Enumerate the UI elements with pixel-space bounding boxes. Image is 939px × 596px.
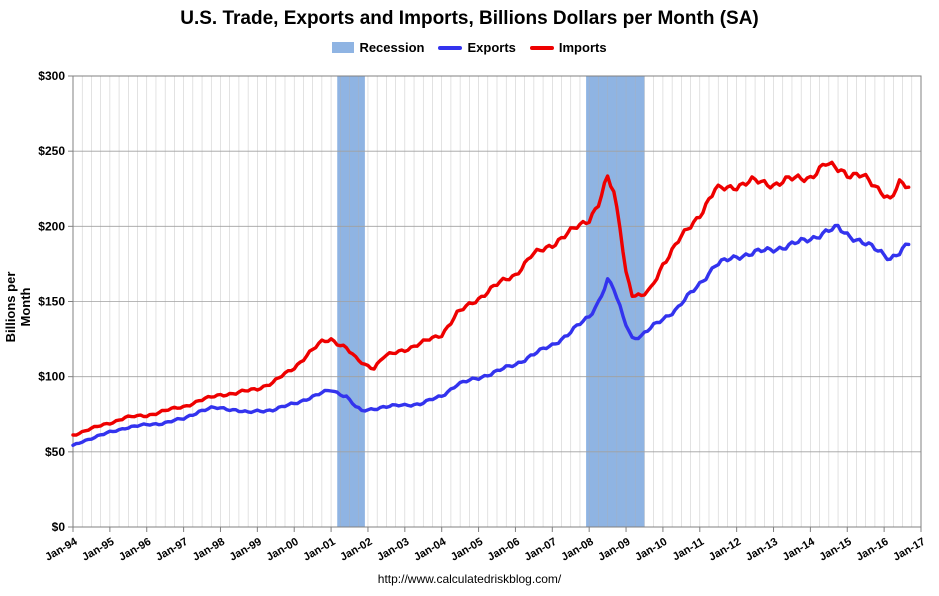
series-line-exports bbox=[71, 223, 911, 447]
series-lines bbox=[71, 160, 911, 447]
x-tick-label: Jan-96 bbox=[117, 536, 153, 564]
x-tick-label: Jan-06 bbox=[486, 536, 522, 564]
x-tick-label: Jan-95 bbox=[80, 536, 116, 564]
x-tick-label: Jan-01 bbox=[301, 536, 337, 564]
y-tick-label: $200 bbox=[38, 219, 65, 233]
legend: Recession Exports Imports bbox=[0, 40, 939, 55]
y-tick-label: $250 bbox=[38, 144, 65, 158]
y-axis-ticks: $0 $50 $100 $150 $200 $250 $300 bbox=[38, 69, 73, 534]
x-tick-label: Jan-15 bbox=[818, 536, 854, 564]
series-line-imports bbox=[71, 160, 911, 437]
x-tick-label: Jan-13 bbox=[744, 536, 780, 564]
x-tick-label: Jan-03 bbox=[375, 536, 411, 564]
x-tick-label: Jan-97 bbox=[154, 536, 190, 564]
legend-label-exports: Exports bbox=[467, 40, 516, 55]
legend-item-recession: Recession bbox=[332, 40, 424, 55]
y-tick-label: $100 bbox=[38, 370, 65, 384]
x-tick-label: Jan-09 bbox=[596, 536, 632, 564]
legend-label-recession: Recession bbox=[359, 40, 425, 55]
y-axis-label: Billions per Month bbox=[3, 271, 33, 343]
x-tick-label: Jan-04 bbox=[412, 535, 449, 563]
exports-swatch bbox=[438, 45, 463, 50]
x-tick-label: Jan-99 bbox=[228, 536, 264, 564]
x-tick-label: Jan-07 bbox=[523, 536, 559, 564]
x-tick-label: Jan-11 bbox=[671, 536, 707, 564]
legend-label-imports: Imports bbox=[558, 40, 607, 55]
legend-item-imports: Imports bbox=[529, 40, 607, 55]
legend-item-exports: Exports bbox=[438, 40, 516, 55]
x-tick-label: Jan-02 bbox=[338, 536, 374, 564]
x-tick-label: Jan-17 bbox=[891, 536, 927, 564]
imports-swatch bbox=[529, 45, 554, 50]
y-tick-label: $0 bbox=[52, 520, 66, 534]
x-tick-label: Jan-10 bbox=[633, 536, 669, 564]
x-tick-label: Jan-12 bbox=[707, 536, 743, 564]
y-tick-label: $150 bbox=[38, 295, 65, 309]
x-tick-label: Jan-94 bbox=[43, 535, 80, 563]
source-url: http://www.calculatedriskblog.com/ bbox=[377, 572, 562, 586]
chart-title: U.S. Trade, Exports and Imports, Billion… bbox=[180, 8, 759, 29]
x-tick-label: Jan-00 bbox=[264, 536, 300, 564]
x-tick-label: Jan-16 bbox=[854, 536, 890, 564]
x-tick-label: Jan-08 bbox=[559, 536, 595, 564]
x-tick-label: Jan-05 bbox=[449, 536, 485, 564]
x-axis-ticks: Jan-94 Jan-95 Jan-96 Jan-97 Jan-98 Jan-99 Jan-… bbox=[43, 527, 927, 564]
recession-swatch bbox=[332, 42, 355, 53]
y-tick-label: $50 bbox=[45, 445, 65, 459]
x-tick-label: Jan-14 bbox=[781, 535, 818, 563]
x-tick-label: Jan-98 bbox=[191, 536, 227, 564]
y-tick-label: $300 bbox=[38, 69, 65, 83]
